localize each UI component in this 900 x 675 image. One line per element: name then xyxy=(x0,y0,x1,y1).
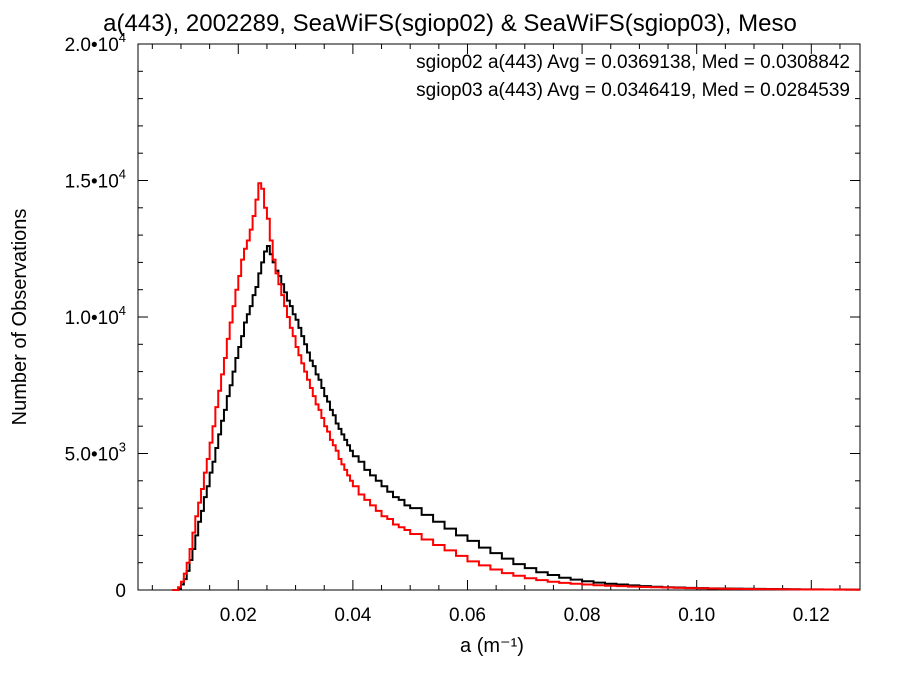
series-sgiop03-line xyxy=(172,182,860,591)
y-tick-exponent: 4 xyxy=(119,167,126,182)
y-tick-label: 1.5•104 xyxy=(65,167,126,193)
y-tick-label: 5.0•103 xyxy=(65,440,126,466)
y-tick-mantissa: 2.0•10 xyxy=(65,35,119,56)
x-tick-label: 0.06 xyxy=(449,605,486,626)
series-sgiop02-line xyxy=(172,245,860,591)
x-axis-ticks: 0.02 0.04 0.06 0.08 0.10 0.12 xyxy=(151,44,841,626)
y-tick-label: 2.0•104 xyxy=(65,30,126,56)
x-tick-label: 0.02 xyxy=(220,605,257,626)
y-tick-exponent: 4 xyxy=(119,30,126,45)
y-tick-mantissa: 1.5•10 xyxy=(65,172,119,193)
y-tick-label: 1.0•104 xyxy=(65,303,126,329)
y-tick-exponent: 4 xyxy=(119,303,126,318)
y-tick-exponent: 3 xyxy=(119,440,126,455)
x-tick-label: 0.08 xyxy=(564,605,601,626)
legend-entry-sgiop03: sgiop03 a(443) Avg = 0.0346419, Med = 0.… xyxy=(416,80,850,101)
x-tick-label: 0.12 xyxy=(793,605,830,626)
y-tick-mantissa: 5.0•10 xyxy=(65,445,119,466)
x-tick-label: 0.04 xyxy=(334,605,371,626)
y-tick-mantissa: 1.0•10 xyxy=(65,308,119,329)
y-tick-mantissa: 0 xyxy=(115,581,126,602)
y-tick-label: 0 xyxy=(115,581,126,602)
y-axis-label: Number of Observations xyxy=(9,209,31,426)
chart-title: a(443), 2002289, SeaWiFS(sgiop02) & SeaW… xyxy=(103,10,797,37)
legend-entry-sgiop02: sgiop02 a(443) Avg = 0.0369138, Med = 0.… xyxy=(416,52,850,73)
x-axis-label: a (m⁻¹) xyxy=(460,635,524,657)
x-tick-label: 0.10 xyxy=(678,605,715,626)
series-layer xyxy=(172,182,860,591)
